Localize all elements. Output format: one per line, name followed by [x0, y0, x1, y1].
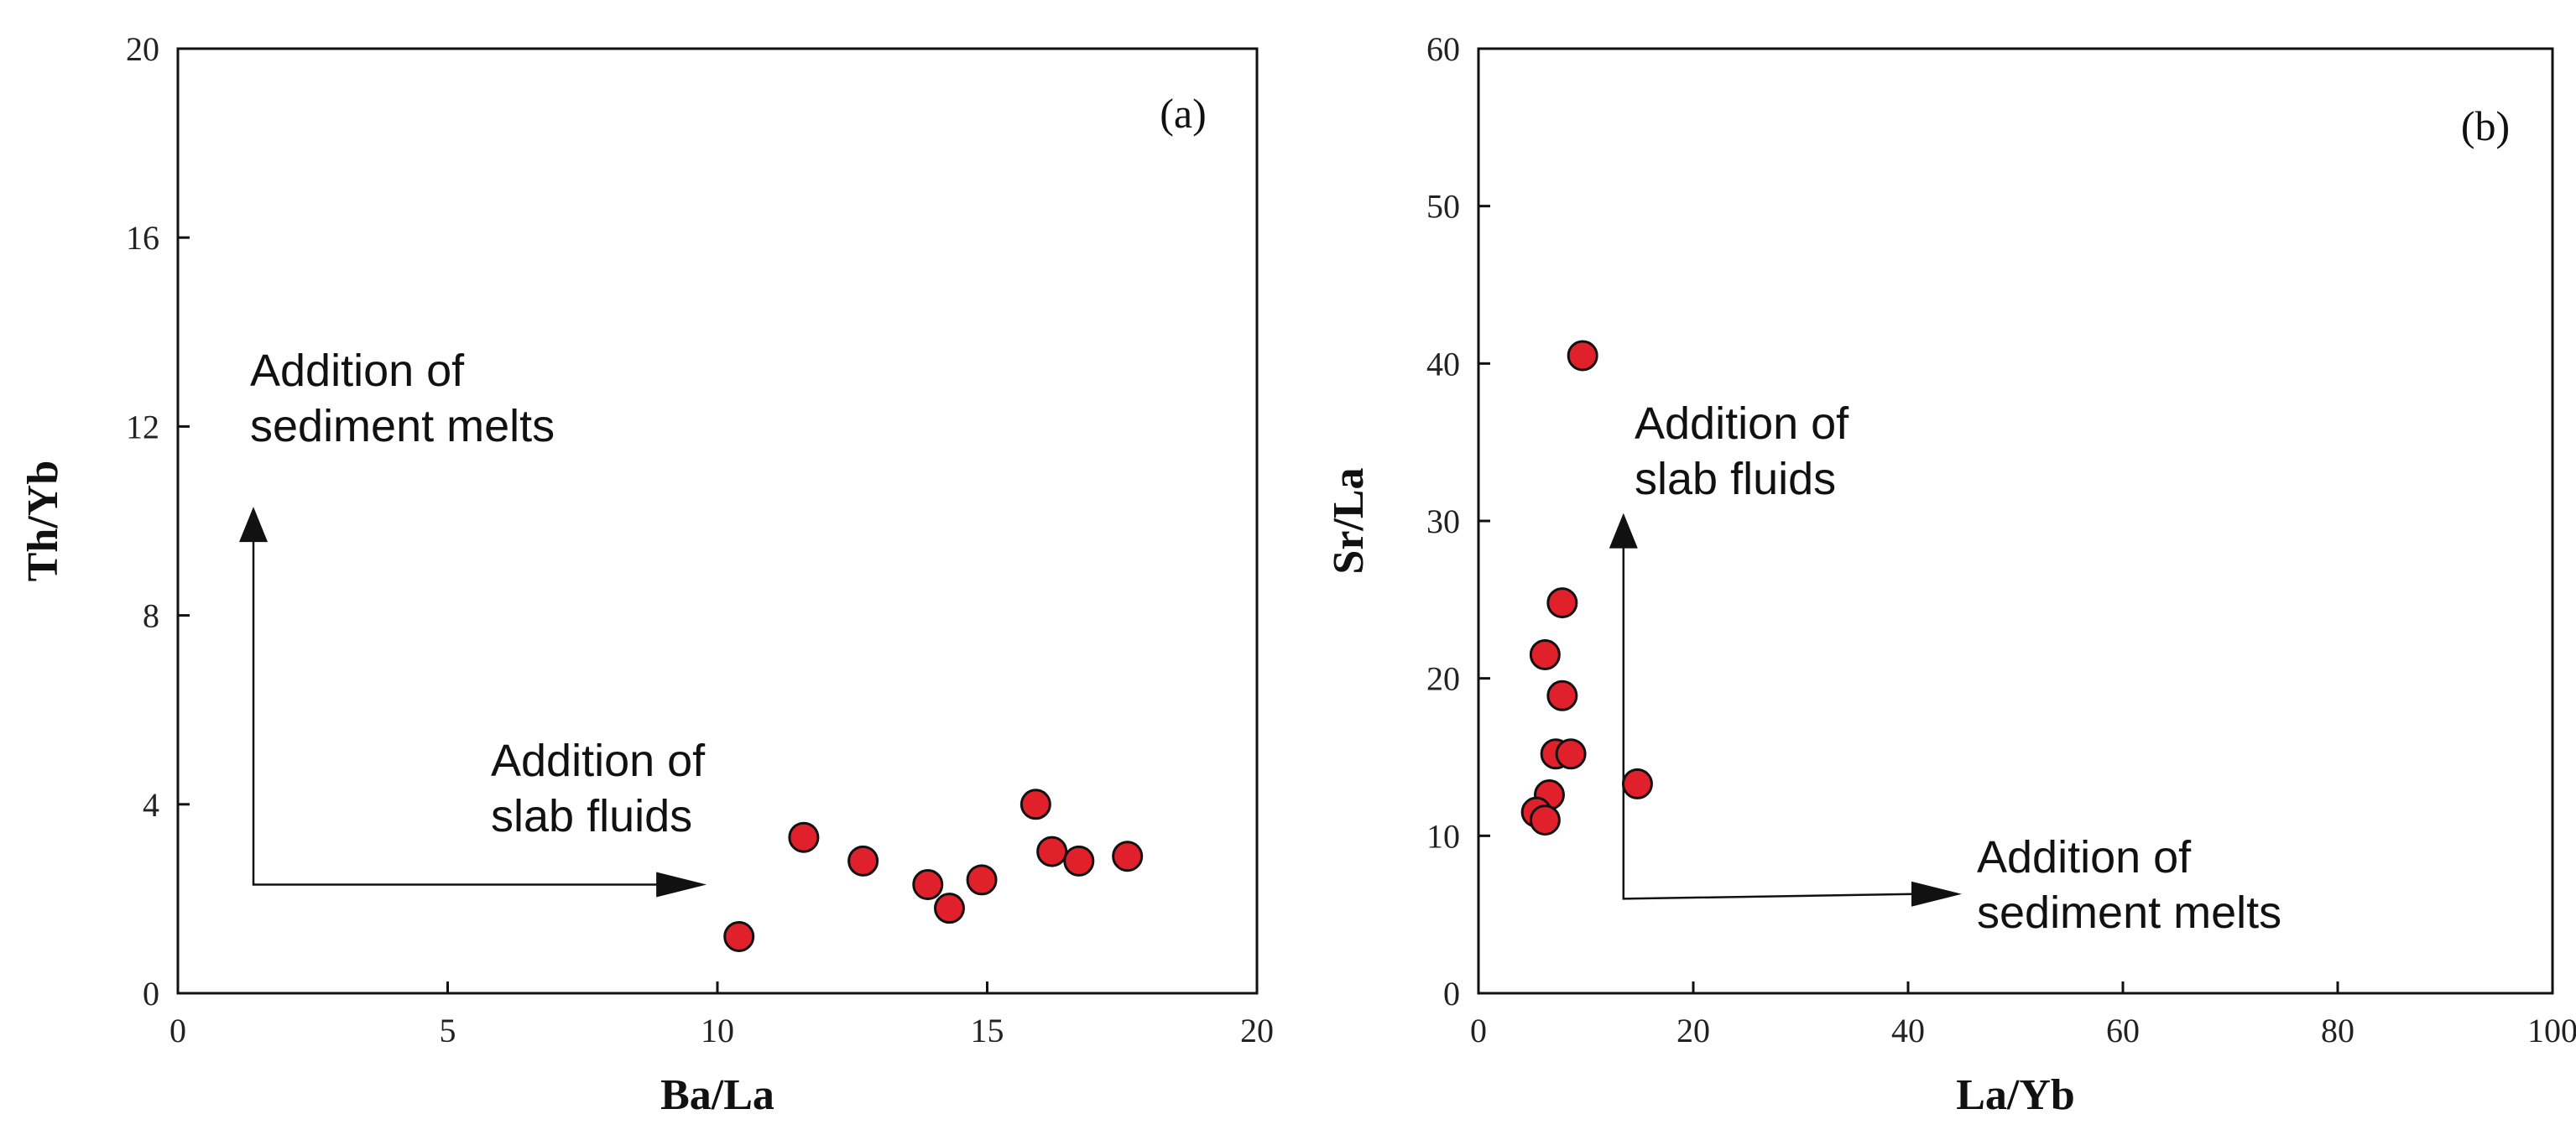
annotation-right-b-line1: Addition of	[1977, 832, 2192, 882]
annotation-right-a-line2: slab fluids	[491, 791, 692, 841]
data-point-b	[1529, 804, 1561, 836]
tick-labels-a: 0 5 10 15 20 0 4 8 12 16 20	[126, 30, 1274, 1049]
data-points-a	[723, 789, 1144, 952]
data-point-a	[788, 821, 820, 853]
x-axis-title-a: Ba/La	[660, 1071, 774, 1119]
plot-frame-a	[176, 47, 1259, 995]
panel-a: 0 5 10 15 20 0 4 8 12 16 20 Ba/La Th/Yb (a) Additi…	[19, 30, 1274, 1119]
arrow-head-right-a	[656, 872, 707, 898]
data-point-a	[1112, 841, 1144, 872]
x-tick-label-b: 0	[1470, 1012, 1487, 1049]
tick-labels-b: 0 20 40 60 80 100 0 10 20 30 40 50 60	[1426, 30, 2576, 1049]
y-tick-label-a: 4	[143, 786, 159, 824]
x-tick-label-a: 15	[971, 1012, 1004, 1049]
tick-group-b	[1477, 47, 2554, 995]
data-point-a	[1019, 789, 1051, 820]
y-tick-label-a: 20	[126, 30, 159, 68]
data-point-a	[912, 869, 944, 901]
data-point-a	[966, 864, 998, 896]
annotation-right-b: Addition of sediment melts	[1977, 832, 2281, 938]
x-tick-label-b: 100	[2527, 1012, 2576, 1049]
tick-group-a	[176, 47, 1259, 995]
annotation-right-b-line2: sediment melts	[1977, 888, 2281, 938]
x-tick-label-b: 80	[2321, 1012, 2354, 1049]
annotation-up-b-line2: slab fluids	[1635, 454, 1836, 504]
annotation-right-a-line1: Addition of	[491, 736, 706, 786]
panel-b: 0 20 40 60 80 100 0 10 20 30 40 50 60 La/Yb Sr/La (b…	[1325, 30, 2576, 1119]
x-tick-label-b: 40	[1891, 1012, 1925, 1049]
data-point-b	[1567, 340, 1598, 372]
annotation-up-a-line2: sediment melts	[250, 401, 555, 451]
x-tick-label-a: 10	[701, 1012, 734, 1049]
panel-label-a: (a)	[1160, 90, 1207, 137]
arrow-shaft-a	[252, 537, 659, 886]
x-axis-title-b: La/Yb	[1956, 1071, 2075, 1119]
annotation-up-b: Addition of slab fluids	[1635, 398, 1861, 504]
arrows-b	[1609, 513, 1962, 907]
data-point-b	[1546, 679, 1578, 711]
y-tick-label-b: 50	[1426, 188, 1460, 226]
x-tick-label-a: 20	[1240, 1012, 1274, 1049]
annotation-up-a-line1: Addition of	[250, 346, 465, 396]
data-point-b	[1529, 639, 1561, 671]
data-point-a	[933, 893, 965, 924]
x-tick-label-a: 0	[169, 1012, 186, 1049]
data-point-a	[723, 920, 755, 952]
arrow-head-right-b	[1911, 881, 1962, 907]
x-tick-label-b: 60	[2106, 1012, 2140, 1049]
y-axis-title-b: Sr/La	[1325, 467, 1373, 574]
y-tick-label-b: 10	[1426, 817, 1460, 855]
y-tick-label-b: 60	[1426, 30, 1460, 68]
data-point-b	[1546, 587, 1578, 619]
arrow-head-up-b	[1609, 513, 1638, 549]
data-point-b	[1555, 738, 1587, 770]
annotation-right-a: Addition of slab fluids	[491, 736, 717, 841]
arrows-a	[239, 507, 707, 898]
y-tick-label-a: 16	[126, 219, 159, 257]
x-tick-label-b: 20	[1676, 1012, 1710, 1049]
arrow-head-up-a	[239, 507, 269, 543]
y-tick-label-b: 30	[1426, 502, 1460, 540]
y-tick-label-b: 20	[1426, 660, 1460, 698]
panel-label-b: (b)	[2461, 102, 2510, 149]
data-point-a	[847, 845, 879, 877]
data-point-a	[1063, 845, 1095, 877]
y-axis-title-a: Th/Yb	[19, 461, 67, 582]
data-point-a	[1036, 836, 1068, 867]
annotation-up-b-line1: Addition of	[1635, 398, 1849, 449]
y-tick-label-a: 8	[143, 597, 159, 635]
data-points-b	[1520, 340, 1653, 836]
x-tick-label-a: 5	[440, 1012, 456, 1049]
data-point-b	[1621, 768, 1653, 799]
annotation-up-a: Addition of sediment melts	[250, 346, 555, 451]
y-tick-label-a: 0	[143, 975, 159, 1013]
y-tick-label-b: 40	[1426, 345, 1460, 383]
y-tick-label-b: 0	[1443, 975, 1460, 1013]
arrow-shaft-b	[1622, 543, 1914, 900]
y-tick-label-a: 12	[126, 408, 159, 445]
